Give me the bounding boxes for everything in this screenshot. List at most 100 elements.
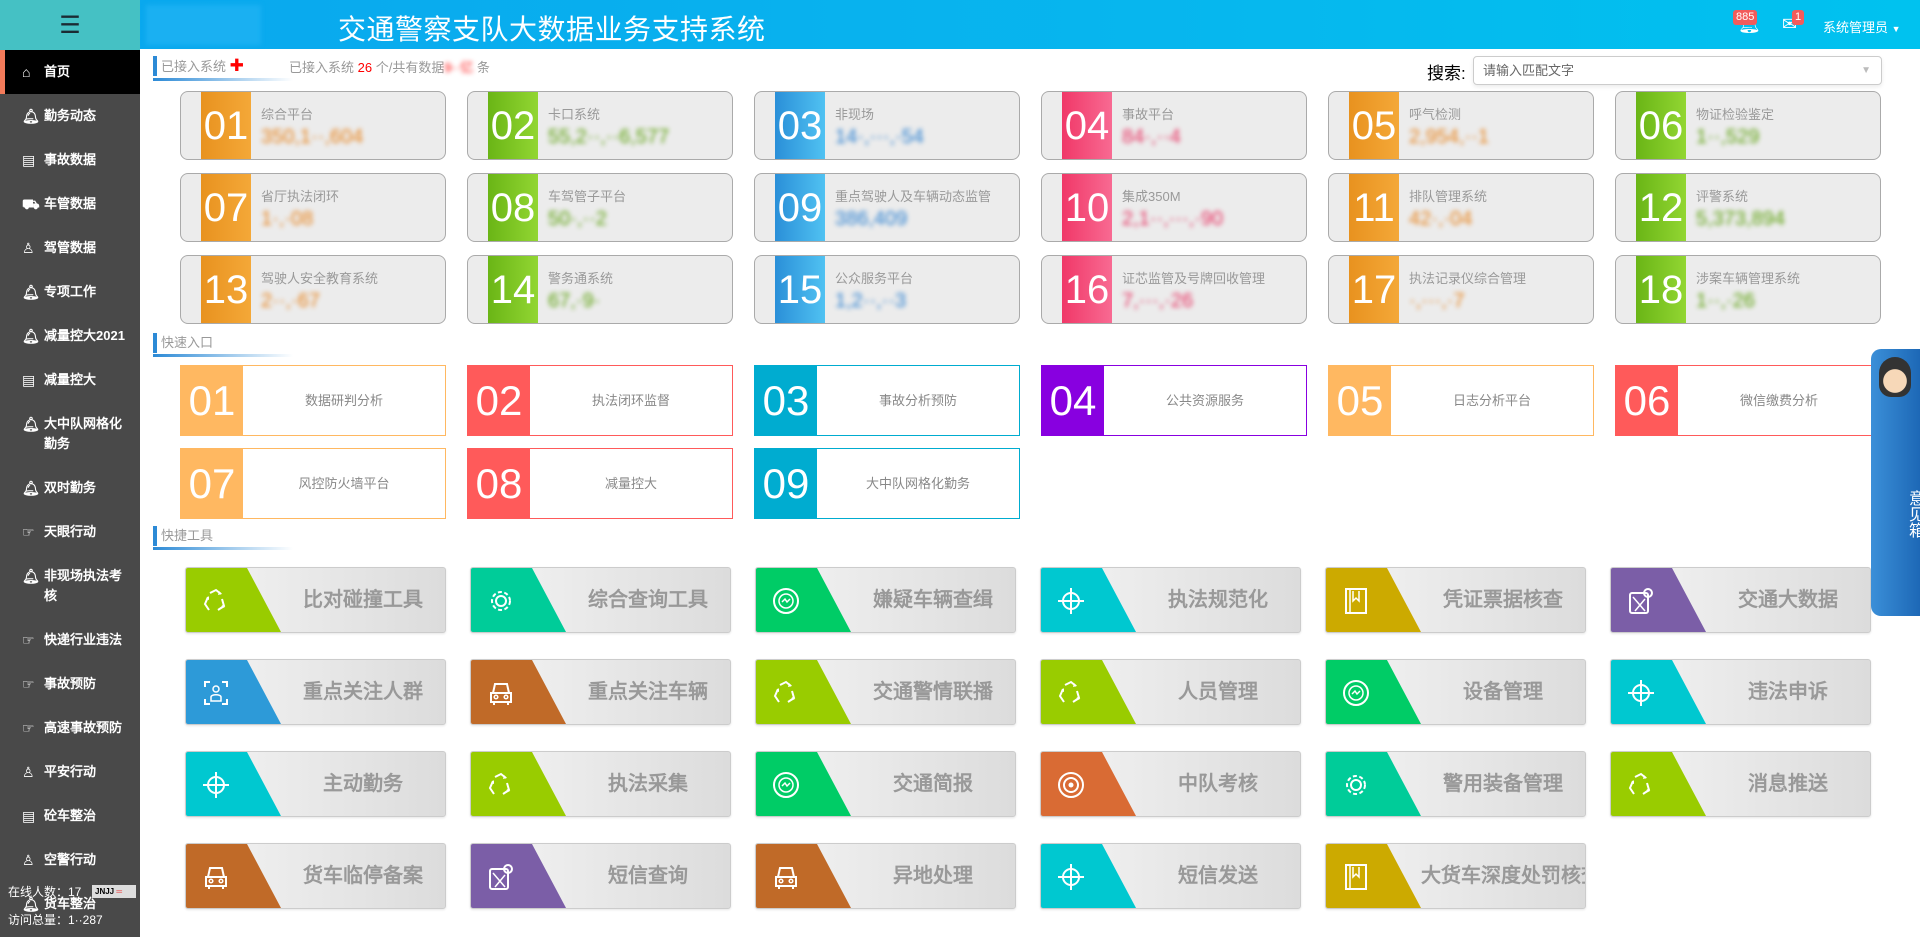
car-icon: ⛟ <box>22 196 40 212</box>
sidebar-item[interactable]: ▤ 减量控大 <box>0 358 140 402</box>
system-name: 驾驶人安全教育系统 <box>261 271 379 286</box>
tool-button[interactable]: 执法规范化 <box>1040 567 1301 633</box>
system-card[interactable]: 04 事故平台 84·,··4 <box>1041 91 1307 160</box>
sidebar-item[interactable]: 🔔︎ 减量控大2021 <box>0 314 140 358</box>
sidebar-item[interactable]: 🔔︎ 勤务动态 <box>0 94 140 138</box>
quick-entry[interactable]: 08 减量控大 <box>467 448 733 519</box>
system-card[interactable]: 01 综合平台 350,1··,604 <box>180 91 446 160</box>
tool-button[interactable]: 执法采集 <box>470 751 731 817</box>
system-record-count: 1,2··,··3 <box>835 290 907 312</box>
sidebar-item[interactable]: ☞ 快递行业违法 <box>0 618 140 662</box>
tool-button[interactable]: 短信查询 <box>470 843 731 909</box>
connected-section-title: 已接入系统 ✚ <box>153 56 244 76</box>
system-card[interactable]: 11 排队管理系统 42·,·04 <box>1328 173 1594 242</box>
sidebar-item[interactable]: ♙ 空警行动 <box>0 838 140 882</box>
map-icon <box>1629 588 1653 614</box>
quick-entry[interactable]: 02 执法闭环监督 <box>467 365 733 436</box>
system-record-count: 42·,·04 <box>1409 208 1473 230</box>
system-number: 08 <box>488 174 538 241</box>
system-name: 综合平台 <box>261 107 314 122</box>
tool-button[interactable]: 重点关注车辆 <box>470 659 731 725</box>
system-card[interactable]: 14 警务通系统 67,·9· <box>467 255 733 324</box>
tool-button[interactable]: 违法申诉 <box>1610 659 1871 725</box>
sidebar-item[interactable]: 🔔︎ 货车整治 <box>0 882 140 926</box>
sidebar-item-label: 空警行动 <box>44 852 97 867</box>
tool-button[interactable]: 凭证票据核查 <box>1325 567 1586 633</box>
tool-button[interactable]: 比对碰撞工具 <box>185 567 446 633</box>
system-card[interactable]: 08 车驾管子平台 50·,··2 <box>467 173 733 242</box>
recycle-icon <box>203 588 226 611</box>
sidebar-item-label: 双时勤务 <box>44 480 97 495</box>
tool-button[interactable]: 人员管理 <box>1040 659 1301 725</box>
system-card[interactable]: 13 驾驶人安全教育系统 2··,·67 <box>180 255 446 324</box>
tool-button[interactable]: 设备管理 <box>1325 659 1586 725</box>
tool-button[interactable]: 重点关注人群 <box>185 659 446 725</box>
system-number: 15 <box>775 256 825 323</box>
tool-button[interactable]: 异地处理 <box>755 843 1016 909</box>
system-number: 18 <box>1636 256 1686 323</box>
sidebar-item-label: 勤务动态 <box>44 108 97 123</box>
quick-entry[interactable]: 04 公共资源服务 <box>1041 365 1307 436</box>
sidebar-item[interactable]: 🔔︎ 专项工作 <box>0 270 140 314</box>
tool-label: 重点关注车辆 <box>588 681 708 703</box>
sidebar-item[interactable]: 🔔︎ 大中队网格化勤务 <box>0 402 140 466</box>
quick-entry[interactable]: 05 日志分析平台 <box>1328 365 1594 436</box>
sidebar-item[interactable]: ☞ 事故预防 <box>0 662 140 706</box>
quick-entry[interactable]: 09 大中队网格化勤务 <box>754 448 1020 519</box>
entry-label: 事故分析预防 <box>878 393 957 408</box>
system-record-count: 14·,···,·54 <box>835 126 924 148</box>
bookmark-icon <box>1345 864 1367 890</box>
sidebar-item[interactable]: ☞ 天眼行动 <box>0 510 140 554</box>
sidebar-item[interactable]: 🔔︎ 非现场执法考核 <box>0 554 140 618</box>
search-input[interactable]: 请输入匹配文字 ▼ <box>1473 56 1882 85</box>
system-card[interactable]: 06 物证检验鉴定 1··,529 <box>1615 91 1881 160</box>
system-card[interactable]: 15 公众服务平台 1,2··,··3 <box>754 255 1020 324</box>
sidebar-item[interactable]: 🔔︎ 双时勤务 <box>0 466 140 510</box>
add-icon[interactable]: ✚ <box>229 56 244 75</box>
tool-button[interactable]: 中队考核 <box>1040 751 1301 817</box>
thumb-icon: ☞ <box>22 720 35 736</box>
tool-button[interactable]: 大货车深度处罚核查 <box>1325 843 1586 909</box>
system-card[interactable]: 10 集成350M 2,1··,···,·90 <box>1041 173 1307 242</box>
tool-button[interactable]: 交通大数据 <box>1610 567 1871 633</box>
system-number: 16 <box>1062 256 1112 323</box>
system-card[interactable]: 12 评警系统 5,373,894 <box>1615 173 1881 242</box>
menu-toggle-button[interactable]: ☰ <box>0 0 140 50</box>
tool-button[interactable]: 警用装备管理 <box>1325 751 1586 817</box>
feedback-box-button[interactable]: 意见箱 <box>1871 349 1920 616</box>
sidebar-item[interactable]: ☞ 高速事故预防 <box>0 706 140 750</box>
system-card[interactable]: 16 证芯监管及号牌回收管理 7,···,·26 <box>1041 255 1307 324</box>
sidebar-item-label: 大中队网格化勤务 <box>44 416 123 451</box>
tool-button[interactable]: 货车临停备案 <box>185 843 446 909</box>
tool-button[interactable]: 综合查询工具 <box>470 567 731 633</box>
user-menu[interactable]: 系统管理员 ▼ <box>1823 17 1901 36</box>
system-name: 车驾管子平台 <box>548 189 627 204</box>
quick-entry[interactable]: 06 微信缴费分析 <box>1615 365 1881 436</box>
tool-button[interactable]: 交通简报 <box>755 751 1016 817</box>
quick-entry[interactable]: 01 数据研判分析 <box>180 365 446 436</box>
sidebar-item[interactable]: ⌂ 首页 <box>0 50 140 94</box>
quick-entry[interactable]: 03 事故分析预防 <box>754 365 1020 436</box>
sidebar-item[interactable]: ♙ 平安行动 <box>0 750 140 794</box>
system-card[interactable]: 18 涉案车辆管理系统 1··,·26 <box>1615 255 1881 324</box>
sidebar-item[interactable]: ▤ 事故数据 <box>0 138 140 182</box>
tool-button[interactable]: 主动勤务 <box>185 751 446 817</box>
tool-button[interactable]: 嫌疑车辆查缉 <box>755 567 1016 633</box>
sidebar-item[interactable]: ♙ 驾管数据 <box>0 226 140 270</box>
sidebar-item-label: 首页 <box>44 64 71 79</box>
system-card[interactable]: 05 呼气检测 2,954,··1 <box>1328 91 1594 160</box>
sidebar-item[interactable]: ⛟ 车管数据 <box>0 182 140 226</box>
book-icon: ▤ <box>22 152 36 168</box>
tool-button[interactable]: 短信发送 <box>1040 843 1301 909</box>
tool-button[interactable]: 交通警情联播 <box>755 659 1016 725</box>
sidebar-item-label: 快递行业违法 <box>44 632 123 647</box>
system-card[interactable]: 02 卡口系统 55,2··,··6,577 <box>467 91 733 160</box>
system-card[interactable]: 07 省厅执法闭环 1·,·08 <box>180 173 446 242</box>
system-card[interactable]: 03 非现场 14·,···,·54 <box>754 91 1020 160</box>
system-card[interactable]: 09 重点驾驶人及车辆动态监管 386,409 <box>754 173 1020 242</box>
quick-entry[interactable]: 07 风控防火墙平台 <box>180 448 446 519</box>
tool-button[interactable]: 消息推送 <box>1610 751 1871 817</box>
sidebar-item[interactable]: ▤ 砼车整治 <box>0 794 140 838</box>
chevron-down-icon[interactable]: ▼ <box>1861 65 1871 76</box>
system-card[interactable]: 17 执法记录仪综合管理 ·,···,·7 <box>1328 255 1594 324</box>
